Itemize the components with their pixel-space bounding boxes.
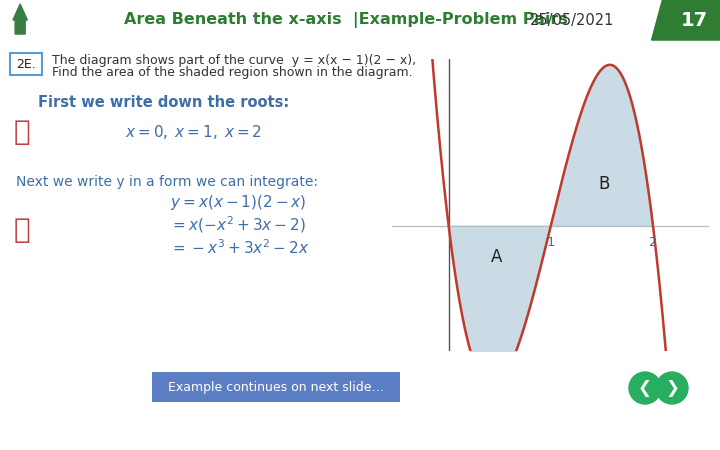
Text: $= x(-x^2+3x-2)$: $= x(-x^2+3x-2)$ xyxy=(170,215,306,235)
Text: Area Beneath the x-axis  |Example-Problem Pairs: Area Beneath the x-axis |Example-Problem… xyxy=(124,12,567,28)
Text: 17: 17 xyxy=(681,10,708,30)
Text: $= -x^3 + 3x^2 - 2x$: $= -x^3 + 3x^2 - 2x$ xyxy=(170,238,310,257)
Text: $y = x(x-1)(2-x)$: $y = x(x-1)(2-x)$ xyxy=(170,193,307,212)
Text: 25/05/2021: 25/05/2021 xyxy=(530,13,615,27)
Text: ❮: ❮ xyxy=(638,379,652,397)
Text: A: A xyxy=(491,248,503,266)
Circle shape xyxy=(656,372,688,404)
Text: $x = 0, \; x = 1, \; x = 2$: $x = 0, \; x = 1, \; x = 2$ xyxy=(125,123,262,141)
Polygon shape xyxy=(13,4,27,34)
FancyBboxPatch shape xyxy=(152,372,400,402)
Text: B: B xyxy=(598,175,610,193)
Text: 👉: 👉 xyxy=(14,216,30,244)
FancyBboxPatch shape xyxy=(10,53,42,75)
Text: Next we write y in a form we can integrate:: Next we write y in a form we can integra… xyxy=(16,175,318,189)
Text: 1: 1 xyxy=(546,236,555,249)
Text: 2: 2 xyxy=(649,236,657,249)
Text: Find the area of the shaded region shown in the diagram.: Find the area of the shaded region shown… xyxy=(52,66,413,79)
Text: ❯: ❯ xyxy=(665,379,679,397)
Text: The diagram shows part of the curve  y = x(x − 1)(2 − x),: The diagram shows part of the curve y = … xyxy=(52,54,416,67)
Text: 2E.: 2E. xyxy=(16,58,36,71)
Polygon shape xyxy=(652,0,720,40)
Circle shape xyxy=(629,372,661,404)
Text: Example continues on next slide…: Example continues on next slide… xyxy=(168,381,384,393)
Text: First we write down the roots:: First we write down the roots: xyxy=(38,94,289,109)
Text: 👉: 👉 xyxy=(14,118,30,146)
